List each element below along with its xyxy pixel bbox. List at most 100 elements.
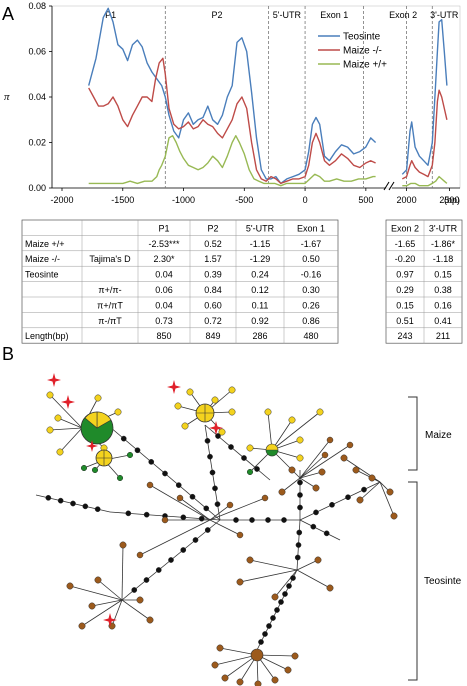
table-value-cell: 286 [252, 331, 267, 341]
haplotype-node [246, 468, 254, 476]
star-marker [209, 421, 223, 435]
haplotype-node [125, 510, 132, 517]
table-value-cell: -1.18 [433, 254, 454, 264]
haplotype-node [278, 599, 284, 605]
haplotype-node [180, 514, 187, 521]
network-edge [97, 579, 123, 601]
haplotype-node [261, 494, 269, 502]
haplotype-node [143, 511, 150, 518]
x-tick-label: 2500 [439, 195, 459, 205]
panel-a-label: A [2, 4, 14, 24]
haplotype-node [80, 464, 88, 472]
table-value-cell: 211 [436, 331, 450, 341]
haplotype-node [176, 494, 184, 502]
table-value-cell: 0.04 [155, 270, 173, 280]
network-edge [149, 484, 211, 521]
haplotype-node [296, 529, 303, 536]
haplotype-node [284, 666, 292, 674]
haplotype-node [246, 444, 254, 452]
haplotype-node [313, 509, 319, 516]
haplotype-node [57, 497, 64, 504]
network-edge [209, 519, 241, 536]
haplotype-node [216, 644, 224, 652]
region-label: 5'-UTR [273, 10, 302, 20]
table-value-cell: 243 [397, 331, 412, 341]
haplotype-node [262, 631, 268, 637]
table-value-cell: 0.15 [396, 300, 414, 310]
haplotype-node [175, 482, 182, 488]
haplotype-node [186, 388, 194, 396]
haplotype-hub-node [250, 648, 264, 662]
network-edge [379, 481, 395, 517]
network-edge [296, 559, 319, 571]
network-edge [299, 439, 331, 479]
stats-table-left: P1 P2 5'-UTR Exon 1 Maize +/+ Maize -/- Teosin… [21, 219, 339, 344]
haplotype-node [162, 470, 168, 477]
star-marker [47, 373, 61, 387]
x-axis-ticks: -2000 -1500 -1000 -500 0 500 2000 2500 [50, 187, 460, 205]
haplotype-node [192, 537, 199, 543]
haplotype-node [204, 437, 211, 444]
haplotype-node [114, 408, 122, 416]
haplotype-node [346, 441, 354, 449]
network-edge [299, 481, 381, 521]
network-edge [59, 427, 83, 453]
series-line-maize- [88, 135, 376, 187]
haplotype-node-grid [196, 404, 214, 422]
haplotype-node [136, 551, 144, 559]
haplotype-node [314, 556, 322, 564]
haplotype-node [82, 503, 89, 510]
haplotype-node [94, 576, 102, 584]
haplotype-node [291, 652, 299, 660]
table-value-cell: -1.67 [301, 239, 322, 249]
haplotype-node [228, 444, 234, 450]
network-edge [224, 654, 258, 679]
network-edge [121, 599, 151, 621]
network-edge [299, 471, 323, 479]
x-tick-label: 0 [303, 195, 308, 205]
network-edge [49, 394, 83, 429]
haplotype-node [318, 468, 326, 476]
haplotype-node [326, 436, 334, 444]
haplotype-node [94, 506, 101, 513]
haplotype-node [116, 474, 124, 482]
region-labels: P1 P2 5'-UTR Exon 1 Exon 2 3'-UTR [105, 10, 459, 20]
haplotype-node [340, 454, 348, 462]
haplotype-node [46, 391, 54, 399]
haplotype-node [181, 422, 189, 430]
series-line-maize- [402, 175, 448, 187]
axis-break-marker [383, 181, 395, 191]
table-row-label: Teosinte [25, 270, 59, 280]
table-header-cell: Exon 1 [297, 223, 325, 233]
haplotype-node [345, 494, 351, 501]
haplotype-node [264, 408, 272, 416]
table-row-label: Maize -/- [25, 254, 60, 264]
network-edge [249, 559, 298, 571]
haplotype-node [161, 516, 169, 524]
chart-legend: Teosinte Maize -/- Maize +/+ [318, 32, 387, 71]
network-edge [299, 454, 326, 479]
maize-group-label: Maize [425, 430, 452, 441]
table-value-cell: 0.11 [252, 300, 269, 310]
haplotype-node [228, 408, 236, 416]
haplotype-node [288, 466, 296, 474]
teosinte-group-label: Teosinte [424, 576, 462, 587]
x-tick-label: -500 [235, 195, 253, 205]
table-value-cell: 0.72 [204, 316, 222, 326]
series-line-maize- [401, 89, 448, 180]
haplotype-node [54, 414, 62, 422]
haplotype-node [120, 435, 127, 442]
table-value-cell: 0.50 [302, 254, 320, 264]
network-edge [81, 599, 123, 627]
haplotype-node [236, 531, 244, 539]
y-tick-label: 0.00 [28, 183, 46, 193]
network-edge [274, 569, 298, 598]
haplotype-node [310, 523, 317, 530]
haplotype-node [148, 459, 155, 465]
table-value-cell: 0.60 [204, 300, 222, 310]
haplotype-node [281, 517, 287, 523]
table-stat-label: π-/πT [98, 316, 122, 326]
haplotype-node [45, 494, 52, 501]
star-marker [86, 440, 98, 452]
network-edge [179, 497, 211, 521]
